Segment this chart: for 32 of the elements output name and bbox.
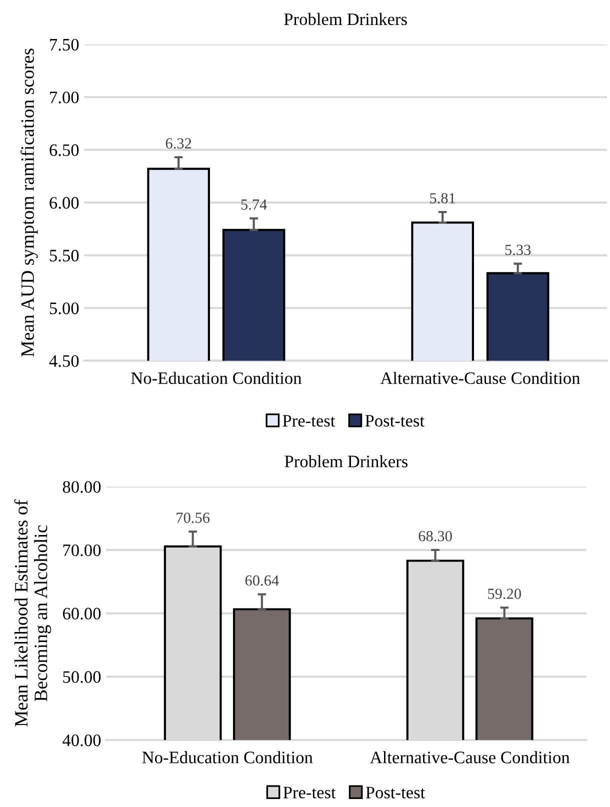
y-tick-label: 80.00 [62,481,101,493]
data-label: 70.56 [176,512,210,524]
chart-title: Problem Drinkers [284,12,407,26]
legend-label: Post-test [366,786,426,798]
data-label: 60.64 [245,575,279,586]
x-tick-label: No-Education Condition [131,372,302,384]
y-tick-label: 7.00 [50,92,79,104]
x-tick-label: No-Education Condition [142,751,313,764]
y-axis-title: Mean AUD symptom ramification scores [20,48,38,357]
chart-title: Problem Drinkers [284,455,408,468]
data-label: 5.81 [430,193,456,204]
y-tick-label: 70.00 [63,544,101,556]
x-tick-label: Alternative-Cause Condition [370,751,570,764]
y-tick-label: 5.50 [50,250,79,262]
legend-label: Pre-test [283,786,336,798]
y-tick-label: 7.50 [50,38,79,51]
y-tick-label: 50.00 [63,671,101,683]
x-tick-label: Alternative-Cause Condition [380,372,580,384]
y-tick-label: 6.50 [50,144,79,156]
legend-label: Post-test [365,415,424,427]
y-tick-label: 60.00 [62,608,101,620]
y-tick-label: 6.00 [50,197,79,209]
data-label: 59.20 [488,588,521,600]
data-label: 5.74 [241,200,267,210]
data-label: 5.33 [505,244,531,256]
legend-label: Pre-test [282,415,336,427]
y-tick-label: 4.50 [49,355,79,367]
y-tick-label: 5.00 [50,302,79,314]
data-label: 6.32 [166,138,192,149]
y-tick-label: 40.00 [62,734,101,746]
y-axis-title: Mean Likelihood Estimates of Becoming an Alcoholic [14,500,52,727]
data-label: 68.30 [418,531,452,542]
